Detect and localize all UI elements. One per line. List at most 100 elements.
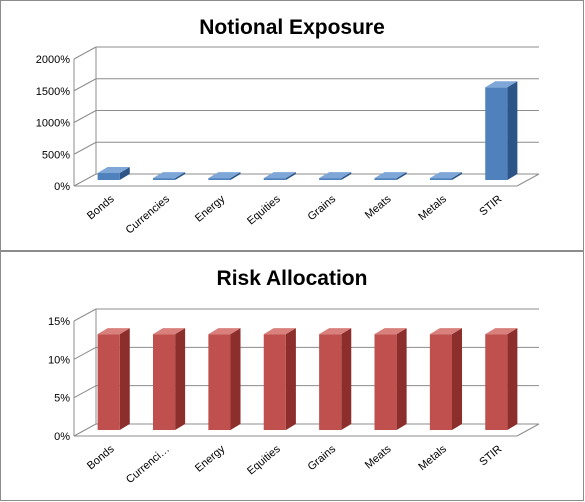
y-tick-label: 15% bbox=[48, 316, 70, 328]
bar-top bbox=[485, 328, 518, 335]
floor-right-edge bbox=[516, 423, 540, 437]
x-tick-label: Bonds bbox=[85, 193, 117, 223]
bar-side bbox=[285, 172, 296, 180]
y-tick-label: 1000% bbox=[36, 118, 70, 130]
chart-title: Risk Allocation bbox=[217, 267, 368, 290]
bar-front bbox=[152, 334, 176, 430]
bar bbox=[152, 328, 186, 430]
gridline-depth bbox=[73, 141, 97, 155]
x-tick-label: Energy bbox=[193, 193, 228, 225]
bar-top bbox=[208, 328, 241, 335]
bar-top bbox=[319, 328, 352, 335]
bar-top bbox=[485, 81, 518, 88]
bar-front bbox=[263, 178, 286, 180]
bar-top bbox=[263, 172, 296, 179]
y-tick-label: 10% bbox=[48, 354, 70, 366]
bar-front bbox=[97, 173, 120, 180]
risk-allocation-chart-panel: Risk Allocation 0% 5% 10% 15% Bonds Currenci…… bbox=[0, 251, 584, 501]
y-tick-label: 500% bbox=[42, 149, 70, 161]
bar-side bbox=[285, 328, 296, 430]
bar-side bbox=[452, 328, 463, 430]
bar-top bbox=[319, 172, 352, 179]
bar-top bbox=[152, 172, 186, 179]
notional-exposure-chart-panel: Notional Exposure 0% 500% 1000% 1500% 2000% B… bbox=[0, 0, 584, 251]
bar-front bbox=[152, 178, 176, 180]
bar bbox=[485, 81, 518, 180]
x-tick-label: Currencies bbox=[124, 193, 173, 237]
bar bbox=[97, 167, 130, 180]
bar-top bbox=[97, 328, 130, 335]
bar-front bbox=[485, 87, 508, 180]
bar bbox=[429, 328, 463, 430]
gridline-depth bbox=[73, 423, 97, 437]
gridline-depth bbox=[73, 346, 97, 360]
bar-side bbox=[230, 328, 241, 430]
bar-top bbox=[152, 328, 186, 335]
bar-top bbox=[208, 172, 241, 179]
y-tick-label: 2000% bbox=[36, 54, 70, 66]
bar bbox=[319, 172, 352, 180]
bar-top bbox=[429, 172, 463, 179]
bar-side bbox=[119, 167, 130, 180]
bar-front bbox=[429, 178, 453, 180]
bar-top bbox=[374, 172, 407, 179]
bar-front bbox=[319, 334, 342, 430]
chart-title: Notional Exposure bbox=[199, 16, 385, 39]
bar-side bbox=[175, 328, 186, 430]
bar bbox=[208, 172, 241, 180]
x-tick-label: Grains bbox=[306, 443, 339, 473]
gridline-depth bbox=[73, 385, 97, 399]
bar bbox=[263, 328, 296, 430]
x-tick-label: Grains bbox=[306, 193, 339, 223]
x-tick-label: STIR bbox=[477, 443, 504, 468]
bar-side bbox=[175, 172, 186, 180]
notional-exposure-chart: Notional Exposure 0% 500% 1000% 1500% 2000% B… bbox=[36, 16, 540, 237]
bar-front bbox=[263, 334, 286, 430]
bar bbox=[429, 172, 463, 180]
y-tick-label: 5% bbox=[54, 393, 70, 405]
bar-front bbox=[319, 178, 342, 180]
bar-front bbox=[374, 334, 397, 430]
x-tick-label: Currenci… bbox=[124, 443, 172, 486]
bar bbox=[319, 328, 352, 430]
bar-top bbox=[429, 328, 463, 335]
gridline-depth bbox=[73, 78, 97, 92]
floor-right-edge bbox=[516, 173, 540, 187]
bar bbox=[374, 328, 407, 430]
bar-side bbox=[341, 172, 352, 180]
y-tick-label: 0% bbox=[54, 431, 70, 443]
gridline-depth bbox=[73, 46, 97, 60]
x-tick-label: Bonds bbox=[85, 443, 117, 473]
bar bbox=[152, 172, 186, 180]
bar bbox=[374, 172, 407, 180]
bar bbox=[97, 328, 130, 430]
risk-allocation-chart: Risk Allocation 0% 5% 10% 15% Bonds Currenci…… bbox=[48, 267, 540, 486]
bar-side bbox=[396, 328, 407, 430]
bar-top bbox=[374, 328, 407, 335]
bar bbox=[485, 328, 518, 430]
gridline-depth bbox=[73, 173, 97, 187]
bar-top bbox=[263, 328, 296, 335]
gridline-depth bbox=[73, 308, 97, 322]
bar-side bbox=[230, 172, 241, 180]
bar-side bbox=[507, 328, 518, 430]
x-tick-label: Equities bbox=[245, 193, 283, 228]
x-tick-label: Equities bbox=[245, 443, 283, 478]
bar-front bbox=[485, 334, 508, 430]
gridline-depth bbox=[73, 110, 97, 123]
x-tick-label: STIR bbox=[477, 193, 504, 218]
bar-side bbox=[507, 81, 518, 180]
y-tick-label: 1500% bbox=[36, 86, 70, 98]
x-tick-label: Metals bbox=[416, 193, 449, 223]
bar-top bbox=[97, 167, 130, 174]
x-tick-label: Energy bbox=[193, 443, 228, 475]
bar bbox=[263, 172, 296, 180]
x-tick-label: Meats bbox=[363, 443, 394, 472]
y-tick-label: 0% bbox=[54, 181, 70, 193]
bar-side bbox=[119, 328, 130, 430]
bar-front bbox=[374, 178, 397, 180]
bar-side bbox=[341, 328, 352, 430]
x-tick-label: Meats bbox=[363, 193, 394, 222]
bar-side bbox=[452, 172, 463, 180]
x-tick-label: Metals bbox=[416, 443, 449, 473]
